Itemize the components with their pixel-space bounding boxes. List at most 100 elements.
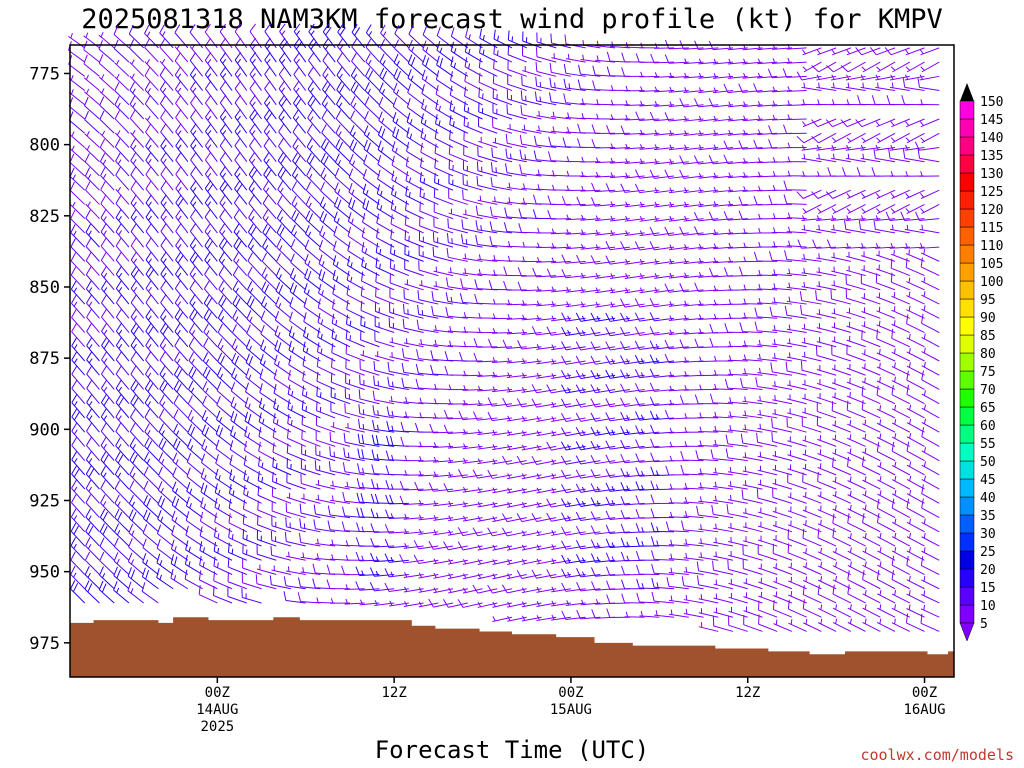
wind-barb xyxy=(475,235,498,248)
wind-barb xyxy=(174,280,189,305)
barb-full xyxy=(250,226,257,236)
wind-barb xyxy=(502,455,527,465)
barb-staff xyxy=(389,370,409,376)
wind-barb xyxy=(289,297,307,319)
barb-half xyxy=(433,529,437,535)
wind-barb xyxy=(248,166,262,191)
barb-full xyxy=(175,223,182,232)
barb-full xyxy=(99,508,106,518)
barb-staff xyxy=(218,288,233,305)
wind-barb xyxy=(492,118,513,134)
barb-half xyxy=(493,269,496,275)
barb-staff xyxy=(260,348,277,362)
wind-barb xyxy=(432,246,454,262)
barb-full xyxy=(444,365,449,376)
barb-full xyxy=(244,426,248,436)
barb-full xyxy=(258,412,262,422)
barb-staff xyxy=(86,316,100,333)
wind-barb xyxy=(71,408,86,433)
barb-staff xyxy=(463,125,483,134)
barb-half xyxy=(174,517,178,523)
wind-barb xyxy=(360,300,380,319)
barb-staff xyxy=(86,359,100,376)
barb-half xyxy=(521,558,526,564)
barb-staff xyxy=(403,386,424,390)
barb-full xyxy=(365,67,371,77)
barb-full xyxy=(199,541,203,551)
wind-barb xyxy=(575,455,601,465)
wind-barb xyxy=(408,39,424,63)
wind-barb xyxy=(321,95,336,120)
barb-staff xyxy=(85,545,100,561)
barb-half xyxy=(567,387,571,393)
barb-half xyxy=(522,256,525,262)
wind-barb xyxy=(128,523,145,547)
barb-staff xyxy=(433,241,454,248)
barb-staff xyxy=(565,116,586,120)
wind-barb xyxy=(565,214,586,221)
barb-staff xyxy=(404,283,424,291)
barb-staff xyxy=(308,45,321,63)
barb-staff xyxy=(264,73,277,91)
barb-staff xyxy=(536,85,557,92)
barb-staff xyxy=(84,161,100,177)
barb-staff xyxy=(404,239,424,248)
barb-staff xyxy=(100,274,115,291)
barb-staff xyxy=(565,360,586,365)
barb-half xyxy=(361,526,364,532)
barb-half xyxy=(71,131,75,137)
barb-full xyxy=(141,567,146,577)
wind-barb xyxy=(175,180,189,205)
barb-staff xyxy=(174,345,189,362)
barb-half xyxy=(146,458,151,464)
wind-barb xyxy=(472,411,498,421)
barb-half xyxy=(522,358,526,364)
wind-barb xyxy=(114,523,130,547)
barb-full xyxy=(130,380,137,389)
wind-barb xyxy=(590,327,616,337)
wind-barb xyxy=(100,494,115,518)
barb-full xyxy=(276,209,283,219)
barb-full xyxy=(230,396,235,406)
barb-half xyxy=(309,145,313,151)
wind-barb xyxy=(218,237,233,262)
barb-full xyxy=(71,309,77,318)
barb-full xyxy=(291,195,297,205)
barb-staff xyxy=(359,559,380,562)
wind-barb xyxy=(360,350,380,362)
barb-full xyxy=(143,495,149,505)
wind-barb xyxy=(145,223,159,248)
barb-full xyxy=(490,177,493,187)
barb-half xyxy=(463,486,467,492)
barb-half xyxy=(567,373,571,379)
wind-barb xyxy=(534,91,557,106)
barb-full xyxy=(576,554,582,563)
wind-barb xyxy=(100,451,115,476)
barb-half xyxy=(566,243,570,249)
barb-staff xyxy=(84,105,100,120)
wind-barb xyxy=(276,238,292,262)
wind-barb xyxy=(505,163,527,177)
barb-full xyxy=(577,79,581,89)
barb-staff xyxy=(551,388,572,394)
barb-staff xyxy=(156,577,174,590)
barb-full xyxy=(535,61,538,72)
barb-staff xyxy=(506,172,527,177)
wind-barb xyxy=(248,151,262,177)
wind-barb xyxy=(129,466,145,490)
wind-barb xyxy=(218,266,233,291)
wind-barb xyxy=(227,587,247,604)
barb-staff xyxy=(71,473,86,490)
barb-full xyxy=(305,210,311,220)
barb-staff xyxy=(315,557,336,561)
barb-full xyxy=(190,194,197,204)
barb-staff xyxy=(129,118,145,134)
barb-staff xyxy=(506,201,527,205)
barb-full xyxy=(101,323,107,332)
barb-staff xyxy=(144,75,159,91)
wind-barb xyxy=(551,558,572,565)
barb-staff xyxy=(234,173,248,191)
barb-half xyxy=(146,31,151,37)
wind-barb xyxy=(371,434,395,447)
barb-full xyxy=(316,357,319,367)
